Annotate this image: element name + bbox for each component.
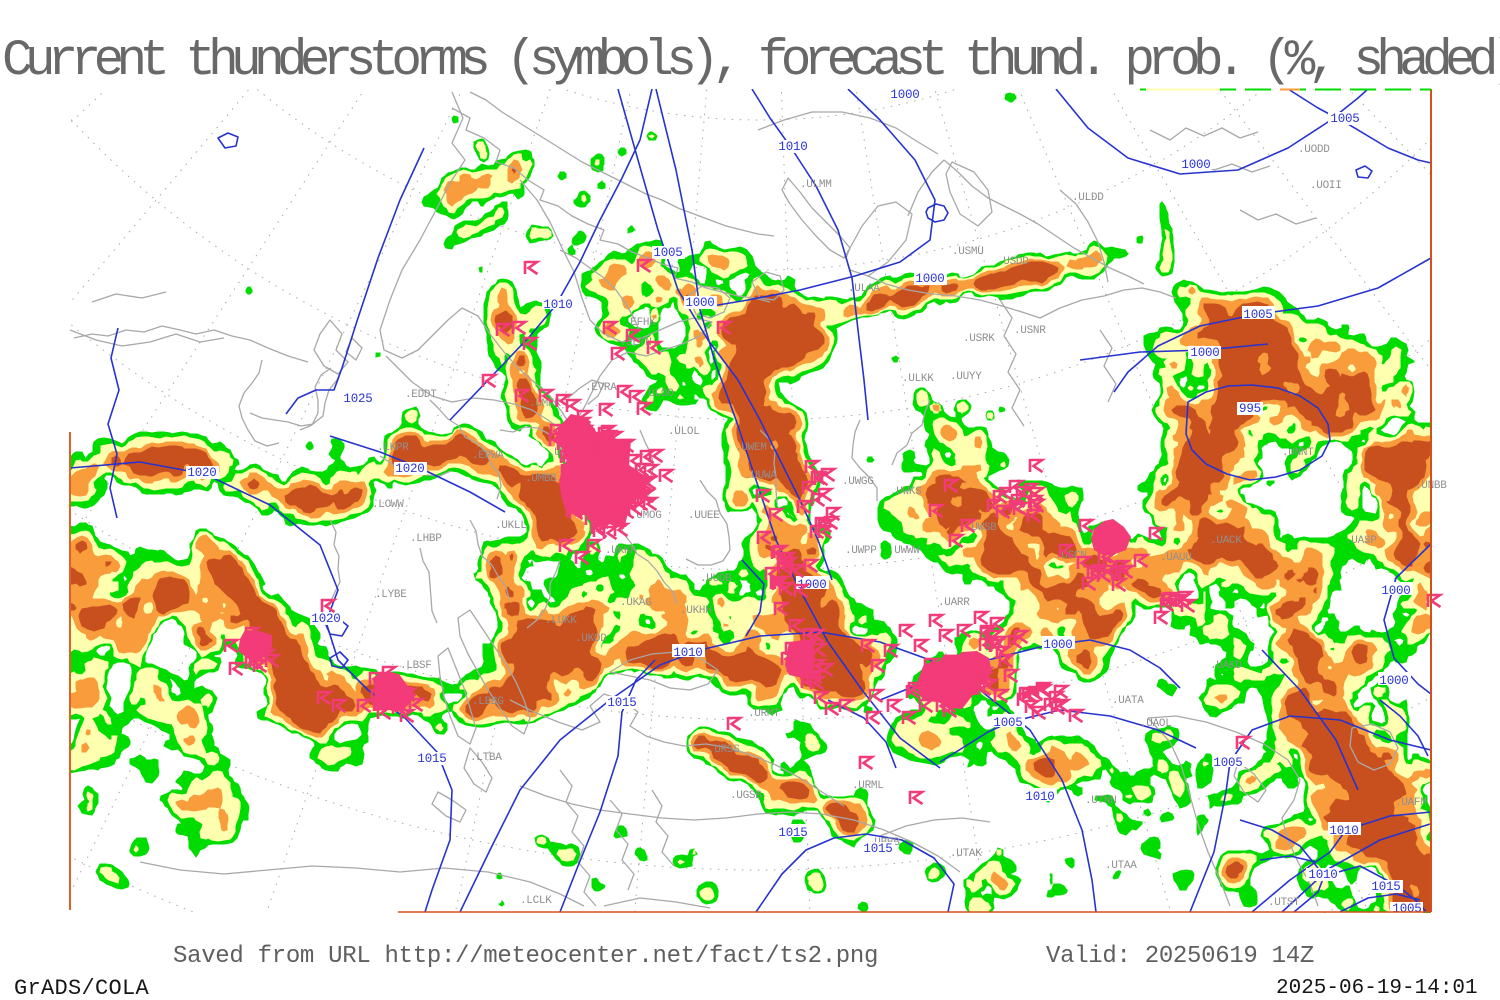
- svg-text:1010: 1010: [1308, 868, 1337, 882]
- svg-text:.UOII: .UOII: [1310, 180, 1342, 192]
- svg-text:.USRK: .USRK: [963, 333, 995, 345]
- svg-text:.UAFM: .UAFM: [1395, 797, 1427, 809]
- svg-text:.USDD: .USDD: [997, 256, 1029, 268]
- svg-text:.USNR: .USNR: [1014, 325, 1046, 337]
- svg-text:1005: 1005: [1392, 902, 1421, 916]
- svg-text:.UARR: .UARR: [938, 597, 970, 609]
- svg-text:.UWKS: .UWKS: [890, 486, 922, 498]
- svg-text:.UKKK: .UKKK: [605, 545, 637, 557]
- svg-text:.UATA: .UATA: [1112, 695, 1144, 707]
- svg-text:.UAKD: .UAKD: [1210, 660, 1242, 672]
- svg-text:.UNNT: .UNNT: [1282, 447, 1314, 459]
- svg-text:.ULAA: .ULAA: [848, 283, 880, 295]
- svg-text:.UTST: .UTST: [1268, 897, 1300, 909]
- svg-text:1005: 1005: [993, 716, 1022, 730]
- svg-text:.EDDT: .EDDT: [405, 389, 437, 401]
- svg-text:.UKAG: .UKAG: [620, 597, 652, 609]
- svg-text:.UASP: .UASP: [1345, 535, 1377, 547]
- svg-text:1020: 1020: [395, 462, 424, 476]
- svg-text:.ULKK: .ULKK: [902, 373, 934, 385]
- svg-text:.UUYY: .UUYY: [950, 371, 982, 383]
- svg-text:.LBBG: .LBBG: [472, 696, 504, 708]
- svg-text:1000: 1000: [915, 272, 944, 286]
- svg-text:1015: 1015: [607, 696, 636, 710]
- svg-text:1010: 1010: [778, 140, 807, 154]
- svg-text:1000: 1000: [1181, 158, 1210, 172]
- svg-text:.URSS: .URSS: [708, 744, 740, 756]
- svg-text:1000: 1000: [685, 296, 714, 310]
- svg-text:.EPWA: .EPWA: [472, 450, 504, 462]
- svg-text:.LBSF: .LBSF: [400, 660, 432, 672]
- svg-text:995: 995: [1239, 402, 1261, 416]
- svg-text:Current thunderstorms (symbols: Current thunderstorms (symbols), forecas…: [2, 33, 1500, 90]
- svg-text:.UUOB: .UUOB: [700, 573, 732, 585]
- svg-text:.UUWA: .UUWA: [745, 470, 777, 482]
- svg-text:.UACK: .UACK: [1210, 535, 1242, 547]
- svg-text:.EVRA: .EVRA: [585, 382, 617, 394]
- svg-text:.EFHK: .EFHK: [624, 317, 656, 329]
- svg-text:2025-06-19-14:01: 2025-06-19-14:01: [1276, 977, 1478, 1000]
- svg-text:.UAUU: .UAUU: [1160, 552, 1192, 564]
- svg-text:.LYBE: .LYBE: [375, 589, 407, 601]
- svg-text:.UKHH: .UKHH: [680, 605, 712, 617]
- svg-text:1015: 1015: [863, 842, 892, 856]
- svg-text:1015: 1015: [1371, 880, 1400, 894]
- svg-text:GrADS/COLA: GrADS/COLA: [14, 976, 150, 1000]
- svg-text:.LOWW: .LOWW: [372, 499, 404, 511]
- svg-text:1005: 1005: [1330, 112, 1359, 126]
- svg-text:1010: 1010: [543, 298, 572, 312]
- svg-text:.ULOO: .ULOO: [642, 388, 674, 400]
- svg-text:.LCLK: .LCLK: [520, 895, 552, 907]
- svg-text:.UWPP: .UWPP: [845, 545, 877, 557]
- svg-text:.URML: .URML: [852, 780, 884, 792]
- svg-text:.UGSB: .UGSB: [730, 790, 762, 802]
- svg-text:1010: 1010: [1329, 824, 1358, 838]
- svg-text:1015: 1015: [778, 826, 807, 840]
- svg-text:1020: 1020: [187, 466, 216, 480]
- svg-text:1000: 1000: [797, 578, 826, 592]
- svg-text:1010: 1010: [673, 646, 702, 660]
- svg-text:.ULMM: .ULMM: [800, 179, 832, 191]
- svg-text:1000: 1000: [890, 88, 919, 102]
- svg-text:.UKLL: .UKLL: [495, 520, 527, 532]
- svg-text:1005: 1005: [1213, 756, 1242, 770]
- svg-text:1015: 1015: [417, 752, 446, 766]
- svg-text:.UKOD: .UKOD: [575, 633, 607, 645]
- svg-text:.UMKK: .UMKK: [529, 398, 561, 410]
- svg-text:1005: 1005: [653, 246, 682, 260]
- svg-text:.LKPR: .LKPR: [377, 442, 409, 454]
- svg-text:.LUKK: .LUKK: [545, 615, 577, 627]
- svg-text:.UAOL: .UAOL: [1140, 718, 1172, 730]
- svg-text:.UTNN: .UTNN: [1085, 795, 1117, 807]
- svg-text:.ULOL: .ULOL: [668, 426, 700, 438]
- svg-text:1025: 1025: [343, 392, 372, 406]
- svg-text:Saved from URL http://meteocen: Saved from URL http://meteocenter.net/fa…: [173, 943, 878, 970]
- svg-text:.UTAA: .UTAA: [1105, 860, 1137, 872]
- svg-text:.LTBA: .LTBA: [470, 752, 502, 764]
- svg-text:.UWGG: .UWGG: [842, 476, 874, 488]
- svg-text:1000: 1000: [1043, 638, 1072, 652]
- svg-text:1000: 1000: [1379, 674, 1408, 688]
- svg-text:.UTAK: .UTAK: [950, 848, 982, 860]
- svg-text:.UODD: .UODD: [1298, 144, 1330, 156]
- svg-text:.URMT: .URMT: [748, 708, 780, 720]
- svg-text:.LHBP: .LHBP: [410, 533, 442, 545]
- svg-text:1000: 1000: [1190, 346, 1219, 360]
- svg-text:.UUEE: .UUEE: [688, 510, 720, 522]
- svg-text:.USMU: .USMU: [952, 246, 984, 258]
- svg-text:1005: 1005: [1243, 308, 1272, 322]
- svg-text:Valid: 20250619 14Z: Valid: 20250619 14Z: [1046, 943, 1314, 970]
- svg-text:.UWEM: .UWEM: [735, 442, 767, 454]
- svg-text:1020: 1020: [311, 612, 340, 626]
- svg-text:.UMBB: .UMBB: [525, 473, 557, 485]
- svg-text:.ULDD: .ULDD: [1072, 192, 1104, 204]
- svg-text:.UWWW: .UWWW: [888, 545, 920, 557]
- svg-text:1000: 1000: [1381, 584, 1410, 598]
- svg-text:1010: 1010: [1025, 790, 1054, 804]
